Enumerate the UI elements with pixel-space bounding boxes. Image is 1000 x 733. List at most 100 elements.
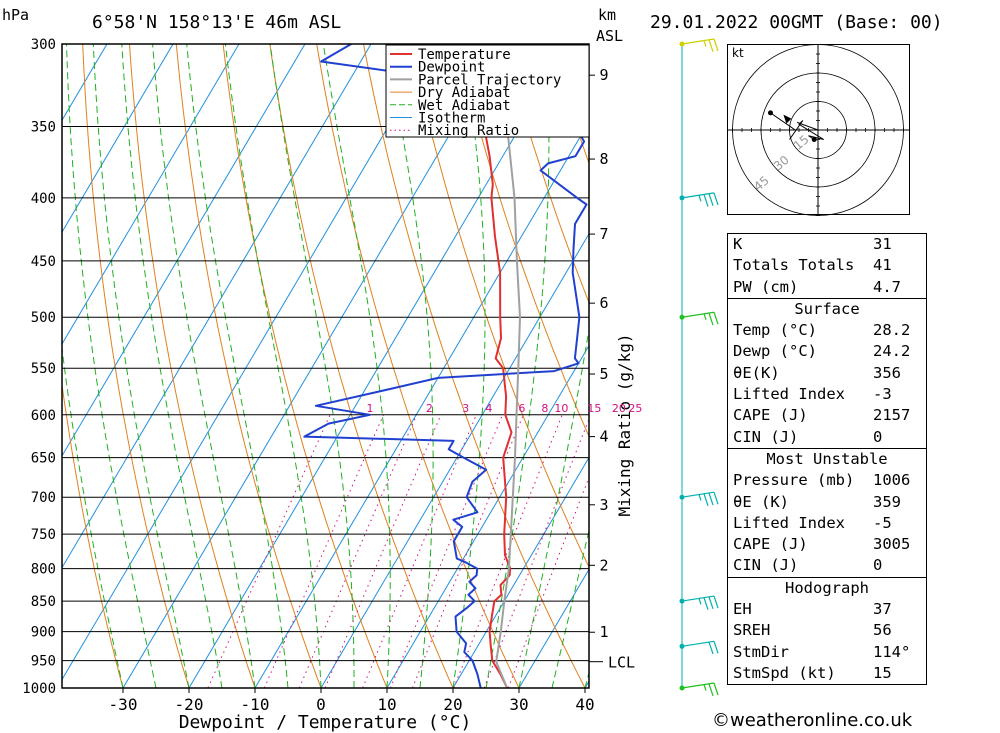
- datetime-title: 29.01.2022 00GMT (Base: 00): [650, 12, 943, 33]
- most-unstable-label: CIN (J): [733, 556, 799, 575]
- x-axis-label: Dewpoint / Temperature (°C): [179, 712, 472, 733]
- pressure-tick-label: 700: [31, 490, 56, 506]
- hodograph-point: [811, 137, 817, 142]
- lcl-label: LCL: [608, 654, 635, 672]
- index-value: 4.7: [873, 277, 901, 296]
- x-tick-label: -20: [175, 695, 204, 714]
- pressure-tick-label: 750: [31, 527, 56, 543]
- legend-entry: Isotherm: [418, 111, 485, 127]
- most-unstable-label: Lifted Index: [733, 513, 845, 532]
- hodo-index-value: 114°: [873, 642, 911, 661]
- hodo-index-row: StmSpd (kt) 15: [728, 663, 926, 684]
- isotherm-line: [254, 120, 589, 688]
- most-unstable-row: Lifted Index -5: [728, 513, 926, 534]
- mixing-ratio-label: 2: [426, 402, 433, 415]
- pressure-tick-label: 900: [31, 625, 56, 641]
- wet-adiabat-line: [121, 44, 223, 688]
- isotherm-line: [518, 568, 589, 688]
- x-tick-label: 30: [509, 695, 528, 714]
- x-tick-label: 20: [443, 695, 462, 714]
- surface-row: Lifted Index -3: [728, 384, 926, 405]
- isotherm-line: [62, 44, 174, 234]
- most-unstable-label: CAPE (J): [733, 535, 808, 554]
- skewt-diagram: 3003504004505005506006507007508008509009…: [22, 37, 720, 733]
- most-unstable-value: 3005: [873, 535, 911, 554]
- legend-entry: Temperature: [418, 47, 511, 63]
- plot-frame: [61, 43, 590, 689]
- most-unstable-label: θE (K): [733, 492, 789, 511]
- pressure-tick-label: 300: [31, 37, 56, 53]
- pressure-tick-label: 650: [31, 451, 56, 467]
- dry-adiabat-line: [691, 44, 720, 688]
- km-tick-label: 6: [599, 294, 608, 312]
- index-row: PW (cm) 4.7: [728, 277, 926, 298]
- surface-label: Temp (°C): [733, 321, 817, 340]
- isotherm-line: [188, 44, 570, 688]
- index-label: PW (cm): [733, 277, 799, 296]
- surface-value: 24.2: [873, 342, 911, 361]
- surface-row: CIN (J) 0: [728, 427, 926, 448]
- surface-title: Surface: [794, 299, 860, 318]
- surface-value: 2157: [873, 406, 911, 425]
- index-label: K: [733, 235, 743, 253]
- x-tick-label: -10: [241, 695, 270, 714]
- km-tick-label: 1: [599, 623, 608, 641]
- hodo-index-row: EH 37: [728, 599, 926, 620]
- hodo-index-label: StmDir: [733, 642, 789, 661]
- surface-label: Dewp (°C): [733, 342, 817, 361]
- mixing-ratio-label: 4: [485, 402, 492, 415]
- pressure-tick-label: 500: [31, 310, 56, 326]
- mixing-ratio-label: 15: [587, 402, 601, 415]
- km-tick-label: 2: [599, 556, 608, 574]
- km-tick-label: 3: [599, 496, 608, 514]
- hodo-index-row: StmDir 114°: [728, 642, 926, 663]
- legend-entry: Dry Adiabat: [418, 85, 511, 101]
- mixing-ratio-line: [263, 414, 384, 688]
- mixing-ratio-line: [207, 414, 331, 688]
- wind-barb: [679, 311, 719, 326]
- dry-adiabat-line: [363, 44, 586, 688]
- km-tick-label: 4: [599, 428, 608, 446]
- pressure-tick-label: 950: [31, 654, 56, 670]
- most-unstable-section: Most Unstable Pressure (mb) 1006 θE (K) 359…: [728, 447, 926, 577]
- dewpoint-series: [303, 44, 588, 688]
- isotherm-line: [651, 44, 720, 688]
- isotherm-line: [452, 456, 589, 688]
- mixing-ratio-line: [324, 414, 442, 688]
- isotherm-line: [62, 44, 240, 345]
- hodo-index-label: SREH: [733, 621, 771, 640]
- pressure-tick-label: 350: [31, 119, 56, 135]
- hodo-index-value: 15: [873, 663, 892, 682]
- indices-panel: K 31 Totals Totals 41 PW (cm) 4.7 Surface Tem…: [727, 233, 927, 686]
- surface-value: 28.2: [873, 321, 911, 340]
- hodo-index-value: 37: [873, 600, 892, 619]
- parcel-trajectory-series: [495, 44, 521, 688]
- most-unstable-row: CAPE (J) 3005: [728, 534, 926, 555]
- wind-barb: [679, 491, 719, 507]
- mixing-ratio-line: [411, 414, 524, 688]
- surface-row: CAPE (J) 2157: [728, 405, 926, 426]
- mixing-ratio-line: [453, 414, 563, 688]
- copyright[interactable]: ©weatheronline.co.uk: [712, 710, 913, 731]
- surface-row: θE(K) 356: [728, 363, 926, 384]
- isotherm-line: [386, 344, 589, 688]
- wet-adiabat-line: [66, 44, 157, 688]
- km-tick-label: 7: [599, 225, 608, 243]
- wet-adiabat-line: [186, 44, 289, 688]
- most-unstable-value: 0: [873, 556, 883, 575]
- isotherm-line: [320, 232, 589, 688]
- mixing-ratio-label: 25: [628, 402, 642, 415]
- most-unstable-value: 359: [873, 492, 901, 511]
- index-label: Totals Totals: [733, 256, 855, 275]
- mixing-ratio-line: [298, 414, 418, 688]
- isotherm-line: [122, 44, 504, 688]
- wind-barb: [679, 682, 719, 696]
- wet-adiabat-line: [452, 44, 486, 688]
- isotherm-line: [62, 44, 438, 681]
- surface-label: CAPE (J): [733, 406, 808, 425]
- pressure-unit: hPa: [2, 6, 30, 24]
- isotherm-line: [62, 44, 372, 569]
- surface-section: Surface Temp (°C) 28.2 Dewp (°C) 24.2 θE(K) 3…: [728, 297, 926, 448]
